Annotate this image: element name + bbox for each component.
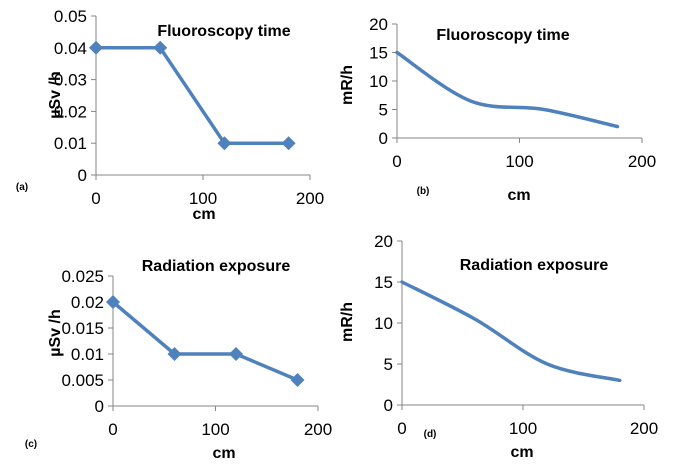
- chart-a-series-line: [94, 46, 291, 145]
- chart-d-panel-label: (d): [424, 429, 437, 440]
- chart-c-x-tick-label: 100: [201, 420, 229, 439]
- chart-d-x-tick-label: 0: [397, 419, 406, 438]
- chart-c-series-line: [111, 300, 300, 382]
- chart-d-y-tick-label: 20: [374, 232, 393, 251]
- chart-a-data-point: [281, 136, 296, 151]
- chart-c-y-tick-label: 0.02: [71, 293, 104, 312]
- chart-d: Radiation exposure cm mR/h (d) 051015200…: [339, 232, 658, 461]
- chart-b-y-tick-label: 0: [379, 129, 388, 148]
- chart-a-title: Fluoroscopy time: [157, 23, 290, 40]
- chart-c-panel-label: (c): [25, 439, 37, 450]
- chart-b-xlabel: cm: [507, 187, 530, 204]
- chart-b-panel-label: (b): [417, 186, 430, 197]
- chart-c: Radiation exposure cm µSv /h (c) 0 0.005 0…: [25, 258, 332, 462]
- chart-d-y-tick-label: 10: [374, 314, 393, 333]
- chart-c-y-tick-label: 0: [95, 397, 104, 416]
- chart-d-title: Radiation exposure: [460, 257, 609, 274]
- chart-a-data-point: [217, 136, 232, 151]
- chart-c-ylabel: µSv /h: [47, 309, 64, 356]
- chart-a-y-tick-label: 0.02: [54, 102, 87, 121]
- chart-a-y-tick-label: 0.04: [54, 39, 87, 58]
- chart-b-x-tick-label: 0: [392, 152, 401, 171]
- chart-a-y-tick-label: 0.03: [54, 71, 87, 90]
- chart-b-series-line: [395, 50, 620, 129]
- chart-d-x-tick-label: 200: [630, 419, 658, 438]
- chart-a-x-tick-label: 200: [296, 189, 324, 208]
- chart-d-y-tick-label: 15: [374, 273, 393, 292]
- chart-a-xlabel: cm: [192, 206, 215, 223]
- chart-b-x-tick-label: 200: [628, 152, 656, 171]
- chart-a-y-tick-label: 0.01: [54, 134, 87, 153]
- chart-a-x-tick-label: 100: [189, 189, 217, 208]
- chart-a-panel-label: (a): [16, 182, 28, 193]
- chart-b-y-tick-label: 15: [369, 44, 388, 63]
- chart-b-x-tick-label: 100: [505, 152, 533, 171]
- chart-d-xlabel: cm: [510, 444, 533, 461]
- chart-d-ylabel: mR/h: [339, 302, 356, 342]
- chart-d-y-tick-label: 5: [384, 355, 393, 374]
- chart-a-x-tick-label: 0: [91, 189, 100, 208]
- chart-c-x-tick-label: 200: [304, 420, 332, 439]
- chart-c-title: Radiation exposure: [142, 258, 291, 275]
- chart-c-data-point: [229, 347, 243, 361]
- chart-c-x-tick-label: 0: [108, 420, 117, 439]
- chart-a: Fluoroscopy time cm µSv /h (a) 0 0.01 0.02…: [16, 7, 324, 223]
- chart-a-ylabel: µSv /h: [47, 71, 64, 118]
- chart-d-y-tick-label: 0: [384, 396, 393, 415]
- chart-b-y-tick-label: 20: [369, 15, 388, 34]
- chart-b-y-tick-label: 10: [369, 72, 388, 91]
- chart-d-x-tick-label: 100: [509, 419, 537, 438]
- chart-c-data-point: [106, 295, 120, 309]
- chart-a-data-point: [89, 40, 103, 55]
- chart-b-y-tick-label: 5: [379, 101, 388, 120]
- chart-a-y-tick-label: 0.05: [54, 7, 87, 26]
- chart-c-y-tick-label: 0.01: [71, 345, 104, 364]
- chart-b-title: Fluoroscopy time: [436, 27, 569, 44]
- chart-b-ylabel: mR/h: [339, 65, 356, 105]
- chart-a-y-tick-label: 0: [78, 166, 87, 185]
- chart-c-y-tick-label: 0.025: [61, 267, 104, 286]
- chart-c-data-point: [290, 373, 305, 387]
- chart-c-y-tick-label: 0.015: [61, 319, 104, 338]
- chart-c-data-point: [167, 347, 182, 361]
- chart-c-xlabel: cm: [212, 445, 235, 462]
- chart-a-data-point: [153, 40, 168, 55]
- chart-c-y-tick-label: 0.005: [61, 371, 104, 390]
- chart-d-series-line: [400, 280, 622, 383]
